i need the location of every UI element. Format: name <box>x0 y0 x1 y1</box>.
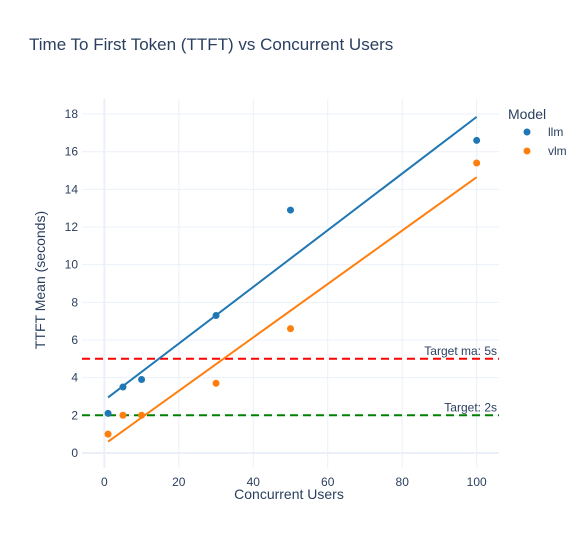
reference-lines <box>82 357 499 417</box>
point-vlm <box>212 379 220 387</box>
y-axis-title: TTFT Mean (seconds) <box>32 211 48 349</box>
y-tick-label: 6 <box>71 333 78 347</box>
x-axis-title: Concurrent Users <box>234 486 344 502</box>
y-axis-ticks: 0 2 4 6 8 10 12 14 16 18 <box>65 107 79 460</box>
x-axis-ticks: 0 20 40 60 80 100 <box>101 475 487 489</box>
y-tick-label: 12 <box>65 220 79 234</box>
reference-label: Target ma: 5s <box>424 344 497 358</box>
legend-label-vlm: vlm <box>548 144 567 158</box>
y-tick-label: 10 <box>65 258 79 272</box>
y-tick-label: 18 <box>65 107 79 121</box>
y-tick-label: 8 <box>71 295 78 309</box>
legend-label-llm: llm <box>548 125 563 139</box>
legend-items: llm vlm <box>523 125 567 158</box>
data-points <box>104 136 481 438</box>
x-tick-label: 60 <box>321 475 335 489</box>
grid-layer <box>82 99 499 468</box>
point-vlm <box>104 430 112 438</box>
legend-marker-vlm <box>523 147 531 155</box>
y-tick-label: 14 <box>65 182 79 196</box>
trendlines <box>107 116 478 443</box>
legend-title: Model <box>508 106 546 122</box>
point-llm <box>212 312 220 320</box>
reference-label: Target: 2s <box>444 400 497 414</box>
reference-labels: Target ma: 5s Target: 2s <box>424 344 497 414</box>
point-llm <box>104 409 112 417</box>
point-llm <box>138 376 146 384</box>
x-tick-label: 20 <box>172 475 186 489</box>
x-tick-label: 80 <box>396 475 410 489</box>
point-vlm <box>473 159 481 167</box>
legend-marker-llm <box>523 128 531 136</box>
point-llm <box>473 136 481 144</box>
point-vlm <box>287 325 294 333</box>
y-tick-label: 16 <box>65 145 79 159</box>
point-vlm <box>138 411 146 419</box>
legend: Model llm vlm <box>508 106 567 158</box>
point-llm <box>287 206 294 214</box>
y-tick-label: 0 <box>71 446 78 460</box>
x-tick-label: 40 <box>247 475 261 489</box>
x-tick-label: 100 <box>467 475 487 489</box>
point-llm <box>119 383 127 391</box>
x-tick-label: 0 <box>101 475 108 489</box>
point-vlm <box>119 411 127 419</box>
trendline-llm <box>107 116 478 399</box>
y-tick-label: 2 <box>71 408 78 422</box>
chart-title: Time To First Token (TTFT) vs Concurrent… <box>29 35 393 54</box>
trendline-vlm <box>107 176 478 443</box>
y-tick-label: 4 <box>71 371 78 385</box>
